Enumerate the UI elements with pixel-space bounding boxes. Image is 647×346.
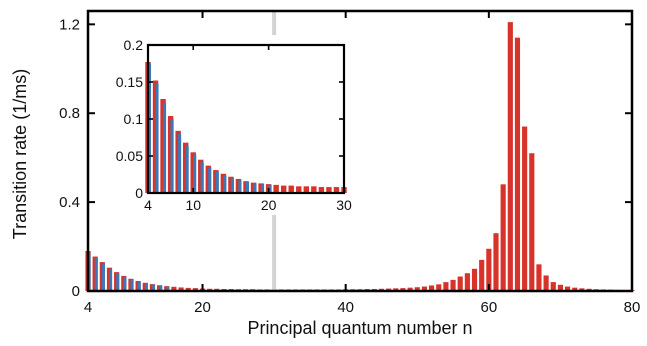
inset-red-bar-n27: [318, 187, 325, 193]
inset-red-bar-n24: [296, 186, 302, 193]
inset-blue-bar-n6: [162, 102, 167, 193]
inset-red-bar-n21: [273, 184, 279, 193]
inset-blue-bar-n11: [200, 161, 204, 193]
main-red-bar-n18: [185, 287, 191, 291]
main-y-tick-label-0: 0: [72, 283, 80, 300]
main-blue-bar-n9: [123, 276, 127, 291]
main-blue-bar-n15: [166, 286, 170, 291]
main-y-tick-label-0.4: 0.4: [59, 194, 80, 211]
inset-y-tick-label-0.2: 0.2: [124, 37, 144, 53]
inset-blue-bar-n10: [193, 154, 197, 193]
main-red-bar-n72: [572, 287, 578, 291]
main-red-bar-n63: [507, 22, 513, 291]
inset-y-tick-label-0.1: 0.1: [124, 111, 144, 127]
main-red-bar-n51: [421, 286, 427, 291]
inset-blue-bar-n7: [170, 119, 174, 193]
main-x-tick-label-60: 60: [480, 299, 497, 316]
main-red-bar-n59: [479, 259, 485, 291]
inset-blue-bar-n15: [230, 178, 234, 193]
main-blue-bar-n11: [137, 281, 141, 291]
main-red-bar-n58: [471, 268, 478, 291]
main-red-bar-n47: [393, 288, 399, 291]
main-red-bar-n55: [450, 279, 456, 291]
inset-blue-bar-n4: [147, 63, 152, 193]
main-x-tick-label-80: 80: [624, 299, 641, 316]
x-axis-label: Principal quantum number n: [247, 318, 472, 338]
main-red-bar-n70: [557, 284, 563, 291]
main-blue-bar-n13: [152, 284, 156, 291]
main-red-bar-n19: [192, 288, 198, 291]
inset-blue-bar-n14: [223, 175, 227, 193]
main-red-bar-n52: [429, 285, 435, 291]
y-axis-label: Transition rate (1/ms): [10, 69, 30, 239]
main-red-bar-n17: [178, 287, 184, 291]
main-red-bar-n61: [493, 233, 499, 291]
main-red-bar-n49: [407, 287, 413, 291]
main-y-tick-label-1.2: 1.2: [59, 16, 80, 33]
inset-blue-bar-n19: [260, 184, 265, 193]
main-red-bar-n71: [565, 286, 571, 291]
main-x-tick-label-4: 4: [84, 299, 92, 316]
inset-y-tick-label-0.05: 0.05: [116, 148, 143, 164]
main-red-bar-n62: [500, 184, 506, 291]
main-red-bar-n67: [536, 264, 542, 291]
main-red-bar-n68: [543, 275, 549, 291]
inset-x-tick-label-20: 20: [261, 197, 277, 213]
main-red-bar-n16: [171, 286, 177, 291]
main-red-bar-n50: [414, 287, 420, 291]
main-blue-bar-n14: [159, 285, 163, 291]
inset-blue-bar-n5: [155, 83, 159, 193]
main-blue-bar-n7: [109, 268, 113, 291]
main-red-bar-n69: [550, 282, 556, 291]
main-red-bar-n48: [400, 288, 406, 291]
inset-red-bar-n26: [311, 186, 317, 193]
inset-blue-bar-n18: [253, 183, 257, 193]
inset-red-bar-n23: [288, 185, 294, 193]
inset-blue-bar-n20: [268, 184, 272, 193]
inset-red-bar-n29: [333, 187, 340, 193]
inset-blue-bar-n16: [238, 180, 242, 193]
main-red-bar-n54: [443, 282, 449, 291]
main-red-bar-n65: [522, 126, 528, 291]
inset-x-tick-label-10: 10: [185, 197, 201, 213]
inset-blue-bar-n12: [208, 167, 212, 193]
main-y-tick-label-0.8: 0.8: [59, 105, 80, 122]
inset-x-tick-label-4: 4: [144, 197, 152, 213]
main-x-tick-label-40: 40: [337, 299, 354, 316]
main-red-bar-n57: [464, 273, 470, 291]
inset-blue-bar-n9: [185, 145, 189, 193]
inset-blue-bar-n13: [215, 171, 219, 193]
main-blue-bar-n8: [116, 273, 120, 291]
inset-red-bar-n25: [303, 186, 310, 193]
inset-red-bar-n28: [326, 187, 332, 193]
main-blue-bar-n10: [130, 279, 134, 291]
main-blue-bar-n12: [144, 283, 148, 291]
main-plot-frame: [86, 9, 634, 293]
main-red-bar-n64: [514, 37, 521, 291]
inset-blue-bar-n17: [245, 181, 250, 193]
inset-y-tick-label-0: 0: [135, 185, 143, 201]
main-red-bar-n53: [436, 284, 442, 291]
inset-y-tick-label-0.15: 0.15: [116, 74, 143, 90]
main-red-bar-n60: [486, 248, 492, 291]
inset-ticks: 4 10 20 30 0 0.05 0.1 0.15 0.2: [116, 37, 352, 213]
main-red-bar-n56: [457, 276, 463, 291]
main-red-bar-n73: [579, 288, 585, 291]
main-x-tick-label-20: 20: [194, 299, 211, 316]
main-red-bar-n66: [529, 153, 535, 291]
inset-x-tick-label-30: 30: [336, 197, 352, 213]
inset-red-bar-n22: [280, 185, 287, 193]
main-blue-bar-n5: [94, 258, 98, 291]
main-blue-bar-n6: [101, 263, 105, 291]
inset-blue-bar-n8: [178, 133, 182, 193]
